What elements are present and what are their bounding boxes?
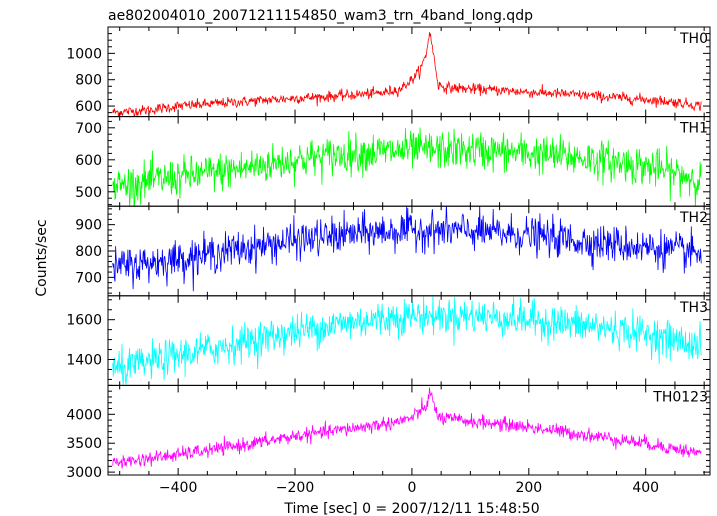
panel-th0: 600 800 1000 TH0 <box>66 26 711 118</box>
y-tick-label: 900 <box>75 218 102 234</box>
y-tick-label: 3500 <box>66 436 102 452</box>
panels-group: 600 800 1000 TH0 500 600 700 TH1 700 800 900 TH2 140… <box>66 26 711 496</box>
x-tick-label: 0 <box>407 480 416 496</box>
y-tick-label: 600 <box>75 99 102 115</box>
y-tick-label: 800 <box>75 244 102 260</box>
panel-label-th3: TH3 <box>679 300 708 316</box>
panel-label-th0123: TH0123 <box>652 389 708 405</box>
x-tick-label: −400 <box>159 480 197 496</box>
panel-label-th0: TH0 <box>679 31 708 47</box>
y-tick-label: 1600 <box>66 313 102 329</box>
x-tick-label: 400 <box>632 480 659 496</box>
series-line-th3 <box>112 295 702 385</box>
panel-th2: 700 800 900 TH2 <box>75 205 711 297</box>
series-line-th0 <box>112 32 702 117</box>
chart-title: ae802004010_20071211154850_wam3_trn_4ban… <box>108 8 533 24</box>
x-axis-label: Time [sec] 0 = 2007/12/11 15:48:50 <box>283 501 539 516</box>
y-tick-label: 1400 <box>66 353 102 369</box>
y-tick-label: 700 <box>75 121 102 137</box>
y-tick-label: 1000 <box>66 46 102 62</box>
y-axis-label: Counts/sec <box>34 219 50 296</box>
panel-label-th2: TH2 <box>679 210 708 226</box>
x-tick-label: 200 <box>515 480 542 496</box>
panel-label-th1: TH1 <box>679 121 708 137</box>
panel-th0123: 3000 3500 4000 TH0123 <box>66 384 711 481</box>
series-line-th1 <box>112 127 702 207</box>
x-tick-label: −200 <box>276 480 314 496</box>
panel-frame <box>107 116 711 207</box>
series-line-th2 <box>112 206 702 292</box>
y-tick-label: 4000 <box>66 407 102 423</box>
y-tick-label: 500 <box>75 185 102 201</box>
y-tick-label: 700 <box>75 270 102 286</box>
panel-th3: 1400 1600 TH3 <box>66 295 711 386</box>
y-tick-label: 800 <box>75 73 102 89</box>
y-tick-label: 3000 <box>66 465 102 481</box>
panel-frame <box>107 384 711 476</box>
series-line-th0123 <box>112 387 702 469</box>
panel-th1: 500 600 700 TH1 <box>75 116 711 207</box>
y-tick-label: 600 <box>75 153 102 169</box>
